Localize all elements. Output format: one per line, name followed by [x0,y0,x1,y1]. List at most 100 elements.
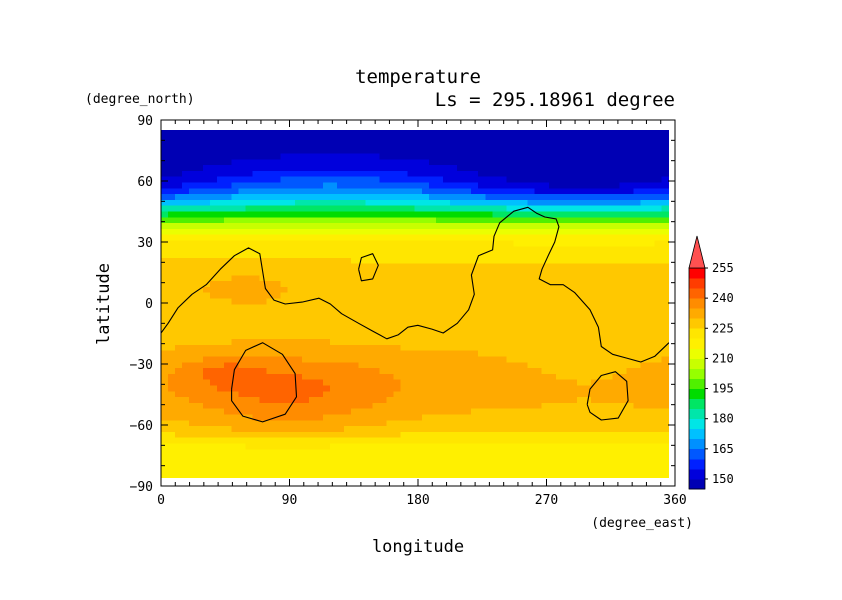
temperature-cell [337,292,345,299]
temperature-cell [569,437,578,444]
temperature-cell [492,425,500,432]
temperature-cell [203,326,211,334]
temperature-cell [576,130,585,137]
temperature-cell [195,257,204,264]
temperature-cell [407,216,416,224]
temperature-cell [584,350,592,357]
temperature-cell [365,321,373,328]
temperature-cell [203,408,211,415]
temperature-cell [661,442,669,450]
temperature-cell [161,199,169,206]
temperature-cell [351,379,359,386]
temperature-cell [435,309,444,316]
temperature-cell [252,315,261,322]
temperature-cell [478,390,486,398]
temperature-cell [442,402,451,409]
temperature-cell [238,187,246,195]
temperature-cell [449,222,458,229]
temperature-cell [464,396,472,403]
temperature-cell [647,152,656,160]
temperature-cell [527,245,536,253]
temperature-cell [400,239,409,247]
temperature-cell [195,303,204,311]
temperature-cell [548,419,557,427]
temperature-cell [457,390,465,398]
temperature-cell [203,425,211,432]
temperature-cell [647,205,656,212]
temperature-cell [520,222,529,229]
temperature-cell [555,396,564,403]
temperature-cell [294,361,303,369]
temperature-cell [520,199,529,206]
temperature-cell [591,338,599,345]
temperature-cell [294,268,303,276]
temperature-cell [330,402,338,409]
temperature-cell [161,228,169,235]
temperature-cell [527,158,536,166]
temperature-cell [435,216,444,224]
temperature-cell [513,286,522,293]
temperature-cell [435,210,444,218]
temperature-cell [400,344,409,351]
temperature-cell [273,176,282,183]
temperature-cell [294,297,303,305]
temperature-cell [379,147,388,154]
temperature-cell [167,431,176,438]
temperature-cell [231,460,239,467]
temperature-cell [273,222,282,229]
temperature-cell [591,466,599,473]
temperature-cell [520,193,529,200]
temperature-cell [379,379,388,386]
temperature-cell [449,419,458,427]
temperature-cell [527,147,536,154]
temperature-cell [167,303,176,311]
temperature-cell [280,216,289,224]
temperature-cell [188,321,197,328]
temperature-cell [485,326,493,334]
temperature-cell [358,280,366,287]
temperature-cell [534,257,543,264]
temperature-cell [541,152,550,160]
temperature-cell [259,234,268,241]
temperature-cell [633,210,642,218]
temperature-cell [379,199,388,206]
temperature-cell [428,373,437,380]
temperature-cell [217,216,225,224]
temperature-cell [548,350,557,357]
temperature-cell [301,419,310,427]
temperature-cell [449,147,458,154]
temperature-cell [188,390,197,398]
temperature-cell [174,460,183,467]
temperature-cell [492,442,500,450]
temperature-cell [513,309,522,316]
temperature-cell [195,268,204,276]
temperature-cell [259,338,268,345]
temperature-cell [414,280,423,287]
temperature-cell [555,355,564,363]
temperature-cell [428,390,437,398]
temperature-cell [203,286,211,293]
temperature-cell [188,222,197,229]
temperature-cell [654,292,663,299]
temperature-cell [464,234,472,241]
temperature-cell [428,425,437,432]
temperature-cell [584,141,592,148]
temperature-cell [654,321,663,328]
temperature-cell [181,292,190,299]
temperature-cell [562,309,571,316]
temperature-cell [330,408,338,415]
temperature-cell [161,222,169,229]
temperature-cell [224,181,232,189]
temperature-cell [541,350,550,357]
temperature-cell [576,239,585,247]
temperature-cell [654,257,663,264]
temperature-cell [520,460,529,467]
temperature-cell [513,158,522,166]
temperature-cell [612,431,620,438]
temperature-cell [435,344,444,351]
temperature-cell [442,466,451,473]
temperature-cell [492,297,500,305]
temperature-cell [273,274,282,282]
temperature-cell [576,448,585,456]
temperature-cell [259,466,268,473]
